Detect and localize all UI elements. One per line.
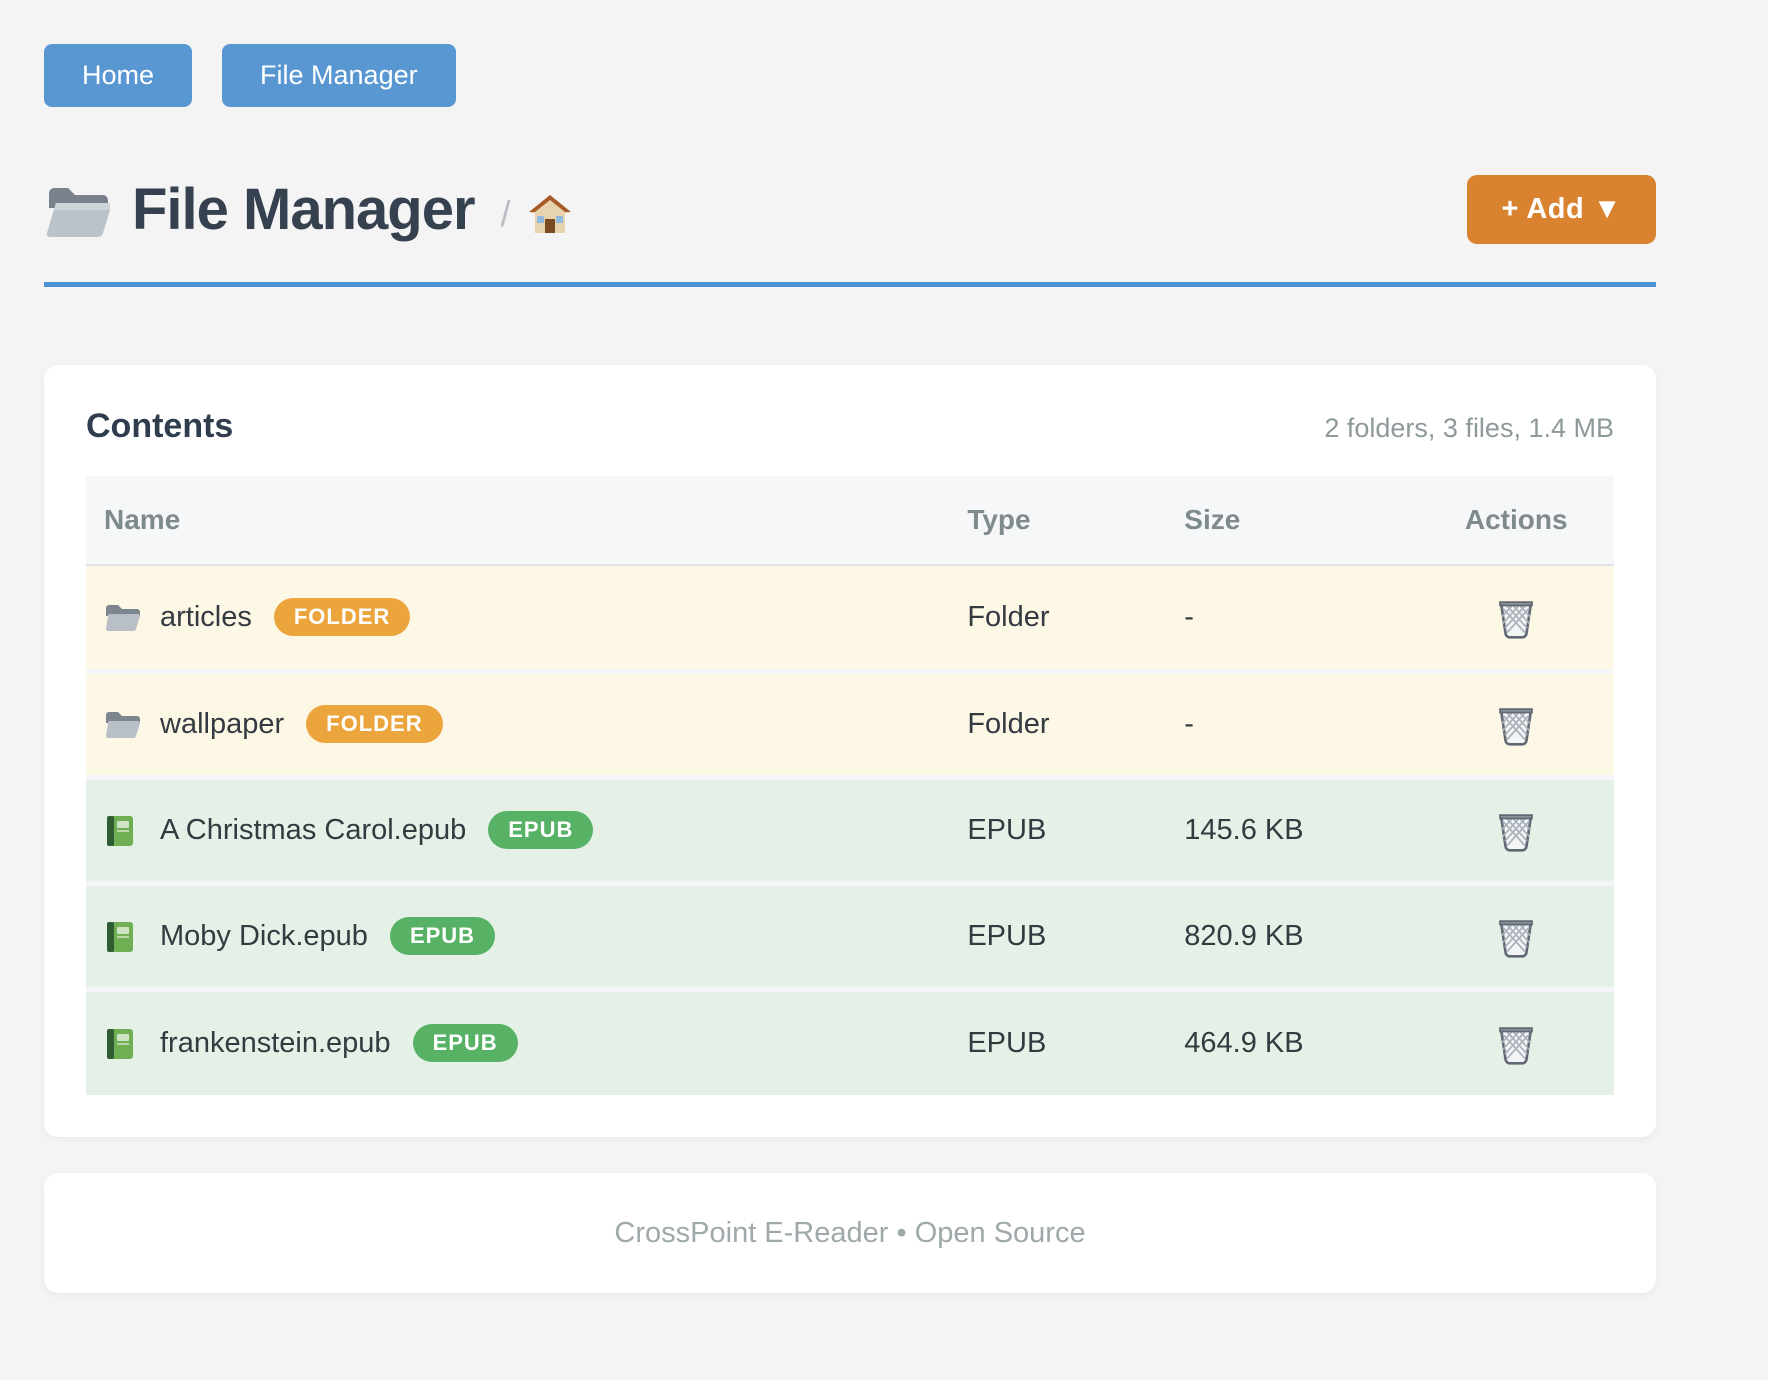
trash-icon <box>1496 914 1536 958</box>
footer-text: CrossPoint E-Reader • Open Source <box>614 1216 1086 1249</box>
type-badge: FOLDER <box>273 598 411 637</box>
title-wrap: File Manager / <box>44 176 571 243</box>
file-name-link[interactable]: articles <box>160 600 252 633</box>
book-icon <box>104 920 140 952</box>
size-cell: - <box>1166 668 1419 777</box>
folder-icon <box>44 181 112 239</box>
file-table-body: articles FOLDER Folder - wallpaper FOLDER Fold… <box>86 565 1614 1095</box>
size-cell: 145.6 KB <box>1166 774 1419 883</box>
page-header: File Manager / + Add ▼ <box>44 175 1656 244</box>
folder-icon <box>104 601 140 633</box>
type-cell: Folder <box>967 600 1050 633</box>
file-name-link[interactable]: A Christmas Carol.epub <box>160 813 467 846</box>
footer: CrossPoint E-Reader • Open Source <box>44 1173 1656 1293</box>
table-row: frankenstein.epub EPUB EPUB 464.9 KB <box>86 986 1614 1095</box>
trash-icon <box>1496 808 1536 852</box>
trash-icon <box>1496 595 1536 639</box>
column-header-type: Type <box>949 476 1167 566</box>
size-cell: - <box>1184 600 1194 633</box>
contents-card-header: Contents 2 folders, 3 files, 1.4 MB <box>86 407 1614 446</box>
actions-cell <box>1418 668 1614 777</box>
actions-cell <box>1418 774 1614 883</box>
delete-button[interactable] <box>1492 804 1540 856</box>
table-row: Moby Dick.epub EPUB EPUB 820.9 KB <box>86 880 1614 989</box>
file-table: Name Type Size Actions articles FOLDER Fol… <box>86 476 1614 1095</box>
type-cell: EPUB <box>949 880 1167 989</box>
breadcrumb-separator: / <box>500 192 511 234</box>
contents-summary: 2 folders, 3 files, 1.4 MB <box>1324 413 1614 443</box>
trash-icon <box>1496 1021 1536 1065</box>
file-manager-nav-button[interactable]: File Manager <box>222 44 456 107</box>
delete-button[interactable] <box>1492 910 1540 962</box>
type-badge: EPUB <box>488 811 594 849</box>
size-cell: 464.9 KB <box>1166 986 1419 1095</box>
top-nav: Home File Manager <box>44 0 1656 107</box>
contents-card: Contents 2 folders, 3 files, 1.4 MB Name… <box>44 365 1656 1137</box>
file-name-cell: Moby Dick.epub EPUB <box>104 917 931 955</box>
type-badge: EPUB <box>412 1024 518 1063</box>
trash-icon <box>1496 702 1536 746</box>
add-button[interactable]: + Add ▼ <box>1467 175 1656 244</box>
column-header-size: Size <box>1166 476 1419 566</box>
file-name-link[interactable]: Moby Dick.epub <box>160 919 368 952</box>
home-icon[interactable] <box>528 194 571 235</box>
delete-button[interactable] <box>1492 1017 1540 1069</box>
delete-button[interactable] <box>1492 698 1540 750</box>
type-cell: EPUB <box>949 774 1167 883</box>
type-badge: EPUB <box>389 917 496 955</box>
book-icon <box>104 814 140 846</box>
size-cell: 820.9 KB <box>1166 880 1419 989</box>
actions-cell <box>1418 986 1614 1095</box>
table-row: articles FOLDER Folder - <box>86 565 1614 671</box>
actions-cell <box>1418 880 1614 989</box>
type-cell: Folder <box>949 668 1167 777</box>
table-row: wallpaper FOLDER Folder - <box>86 668 1614 777</box>
home-nav-button[interactable]: Home <box>44 44 193 107</box>
delete-button[interactable] <box>1492 591 1540 643</box>
file-name-cell: A Christmas Carol.epub EPUB <box>104 811 931 849</box>
file-name-cell: articles FOLDER <box>104 598 931 637</box>
file-name-link[interactable]: frankenstein.epub <box>160 1026 391 1059</box>
book-icon <box>104 1027 140 1060</box>
file-name-link[interactable]: wallpaper <box>160 707 285 740</box>
file-name-cell: frankenstein.epub EPUB <box>104 1024 931 1063</box>
file-table-head: Name Type Size Actions <box>86 476 1614 566</box>
folder-icon <box>104 708 140 740</box>
table-row: A Christmas Carol.epub EPUB EPUB 145.6 KB <box>86 774 1614 883</box>
actions-cell <box>1418 565 1614 671</box>
column-header-name: Name <box>86 476 950 566</box>
file-name-cell: wallpaper FOLDER <box>104 705 931 743</box>
header-divider <box>44 282 1656 287</box>
contents-title: Contents <box>86 407 234 445</box>
type-badge: FOLDER <box>306 705 443 743</box>
page-title: File Manager <box>132 177 476 242</box>
column-header-actions: Actions <box>1418 476 1614 566</box>
type-cell: EPUB <box>949 986 1167 1095</box>
page-container: Home File Manager File Manager / <box>44 0 1656 1293</box>
